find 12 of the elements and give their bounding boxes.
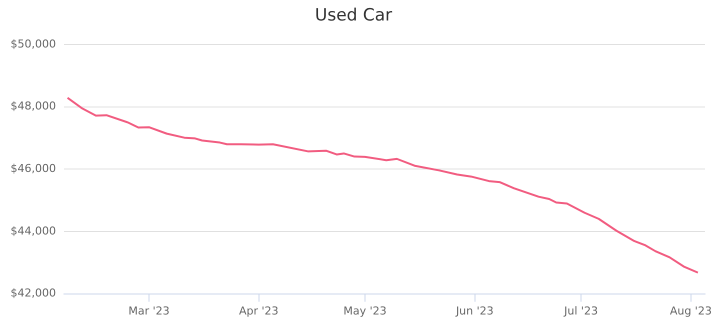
y-tick-label: $50,000 xyxy=(10,37,56,50)
x-tick-label: Aug '23 xyxy=(670,304,712,318)
chart-title: Used Car xyxy=(314,6,392,26)
y-tick-label: $42,000 xyxy=(10,286,56,300)
x-tick-label: Mar '23 xyxy=(128,304,170,318)
x-tick-label: Jun '23 xyxy=(454,304,494,318)
y-tick-label: $48,000 xyxy=(10,100,56,113)
x-tick-label: Jul '23 xyxy=(563,304,598,318)
y-tick-label: $46,000 xyxy=(10,162,56,175)
x-tick-label: Apr '23 xyxy=(238,304,279,318)
x-tick-label: May '23 xyxy=(343,304,387,318)
y-tick-label: $44,000 xyxy=(10,224,56,238)
